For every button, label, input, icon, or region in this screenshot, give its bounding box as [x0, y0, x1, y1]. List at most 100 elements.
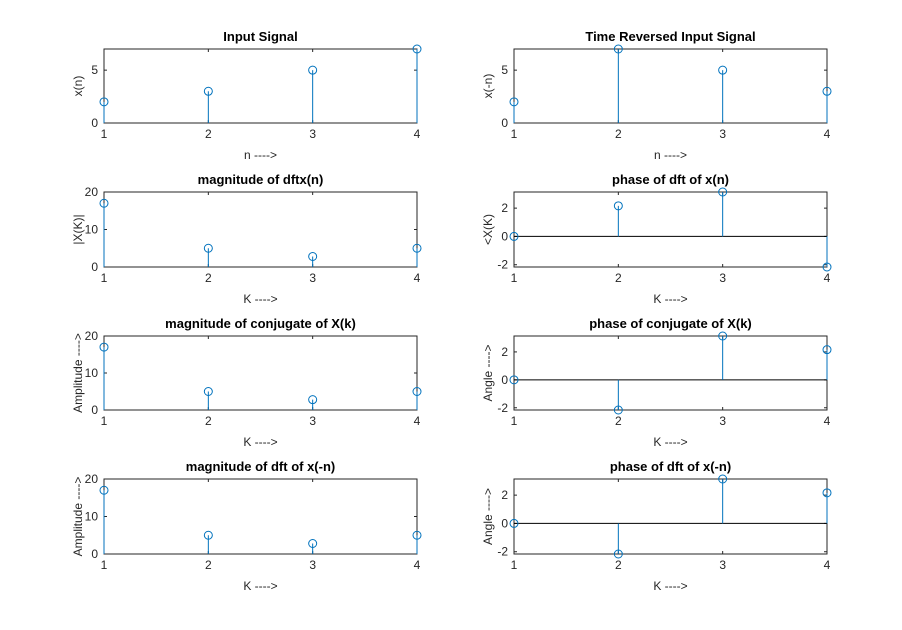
- x-axis-label: K ---->: [243, 435, 277, 449]
- x-tick-label: 1: [101, 271, 108, 285]
- chart-title: phase of dft of x(-n): [610, 459, 731, 474]
- y-tick-label: 0: [91, 403, 98, 417]
- subplot-5: magnitude of conjugate of X(k) 1 2 3 4 0 10 20 K…: [71, 316, 422, 449]
- y-tick-label: 10: [85, 223, 99, 237]
- stem-marker: [509, 518, 519, 528]
- subplot-8: phase of dft of x(-n) 1 2 3 4 -2 0 2 K ----> Angl…: [481, 459, 832, 593]
- stem-marker: [718, 474, 728, 484]
- y-tick-label: 0: [501, 373, 508, 387]
- y-axis-label: Amplitude ---->: [71, 477, 85, 557]
- x-axis-label: K ---->: [243, 579, 277, 593]
- x-tick-label: 1: [101, 558, 108, 572]
- subplot-7: magnitude of dft of x(-n) 1 2 3 4 0 10 20 K ----…: [71, 459, 422, 593]
- x-tick-label: 2: [615, 271, 622, 285]
- x-axis-label: K ---->: [653, 435, 687, 449]
- stem-marker: [613, 44, 623, 54]
- x-tick-label: 4: [414, 414, 421, 428]
- x-tick-label: 1: [511, 271, 518, 285]
- chart-title: magnitude of conjugate of X(k): [165, 316, 356, 331]
- x-tick-label: 4: [414, 558, 421, 572]
- stem-marker: [509, 231, 519, 241]
- x-tick-label: 2: [205, 414, 212, 428]
- stem-marker: [613, 549, 623, 559]
- y-axis-label: |X(K)|: [71, 214, 85, 244]
- stem-marker: [412, 243, 422, 253]
- y-tick-label: 5: [501, 63, 508, 77]
- stem-marker: [718, 65, 728, 75]
- subplot-6: phase of conjugate of X(k) 1 2 3 4 -2 0 2 K ----…: [481, 316, 832, 449]
- x-tick-label: 4: [824, 558, 831, 572]
- subplot-2: Time Reversed Input Signal 1 2 3 4 0 5 n ----> x…: [481, 29, 832, 162]
- x-tick-label: 2: [615, 127, 622, 141]
- y-axis-label: <X(K): [481, 214, 495, 245]
- x-tick-label: 2: [615, 558, 622, 572]
- x-tick-label: 2: [205, 271, 212, 285]
- stem-marker: [308, 65, 318, 75]
- stem-marker: [613, 201, 623, 211]
- chart-title: phase of dft of x(n): [612, 172, 729, 187]
- x-tick-label: 1: [511, 558, 518, 572]
- x-axis-label: n ---->: [654, 148, 687, 162]
- x-tick-label: 1: [101, 414, 108, 428]
- y-tick-label: 20: [85, 472, 99, 486]
- axes-box: [513, 478, 828, 555]
- y-axis-label: x(n): [71, 76, 85, 97]
- x-tick-label: 2: [205, 558, 212, 572]
- y-tick-label: 2: [501, 345, 508, 359]
- x-axis-label: K ---->: [653, 579, 687, 593]
- x-tick-label: 3: [309, 414, 316, 428]
- stem-marker: [613, 405, 623, 415]
- x-tick-label: 3: [719, 271, 726, 285]
- axes-box: [103, 335, 418, 411]
- x-tick-label: 4: [414, 271, 421, 285]
- x-axis-label: K ---->: [243, 292, 277, 306]
- x-tick-label: 3: [719, 558, 726, 572]
- stem-marker: [308, 539, 318, 548]
- stem-marker: [203, 530, 213, 540]
- y-tick-label: 10: [85, 510, 99, 524]
- y-tick-label: -2: [497, 545, 508, 559]
- stem-marker: [99, 97, 109, 107]
- stem-marker: [99, 342, 109, 352]
- stem-marker: [308, 252, 318, 261]
- y-tick-label: 0: [91, 116, 98, 130]
- axes-box: [513, 191, 828, 268]
- stem-marker: [412, 44, 422, 54]
- stem-marker: [203, 86, 213, 96]
- y-tick-label: 0: [501, 516, 508, 530]
- stem-marker: [99, 485, 109, 495]
- x-tick-label: 1: [511, 414, 518, 428]
- stem-marker: [509, 97, 519, 107]
- y-tick-label: 20: [85, 185, 99, 199]
- y-axis-label: Angle ---->: [481, 344, 495, 401]
- x-tick-label: 3: [309, 271, 316, 285]
- stem-marker: [203, 387, 213, 396]
- x-tick-label: 3: [309, 558, 316, 572]
- chart-title: Input Signal: [223, 29, 297, 44]
- x-tick-label: 1: [101, 127, 108, 141]
- x-axis-label: K ---->: [653, 292, 687, 306]
- y-tick-label: 10: [85, 366, 99, 380]
- x-axis-label: n ---->: [244, 148, 277, 162]
- stem-marker: [412, 530, 422, 540]
- stem-marker: [822, 488, 832, 498]
- y-axis-label: Amplitude ---->: [71, 333, 85, 413]
- y-tick-label: 0: [501, 116, 508, 130]
- stem-marker: [509, 375, 519, 385]
- subplot-4: phase of dft of x(n) 1 2 3 4 -2 0 2 K ----> <X(K): [481, 172, 832, 306]
- axes-box: [103, 478, 418, 555]
- x-tick-label: 3: [309, 127, 316, 141]
- x-tick-label: 3: [719, 127, 726, 141]
- stem-marker: [718, 331, 728, 341]
- y-tick-label: 5: [91, 63, 98, 77]
- y-tick-label: 0: [91, 260, 98, 274]
- stem-marker: [412, 387, 422, 396]
- y-axis-label: Angle ---->: [481, 488, 495, 545]
- y-tick-label: 2: [501, 201, 508, 215]
- stem-marker: [822, 86, 832, 96]
- stem-marker: [308, 395, 318, 405]
- chart-title: Time Reversed Input Signal: [585, 29, 755, 44]
- axes-box: [103, 48, 418, 124]
- x-tick-label: 2: [205, 127, 212, 141]
